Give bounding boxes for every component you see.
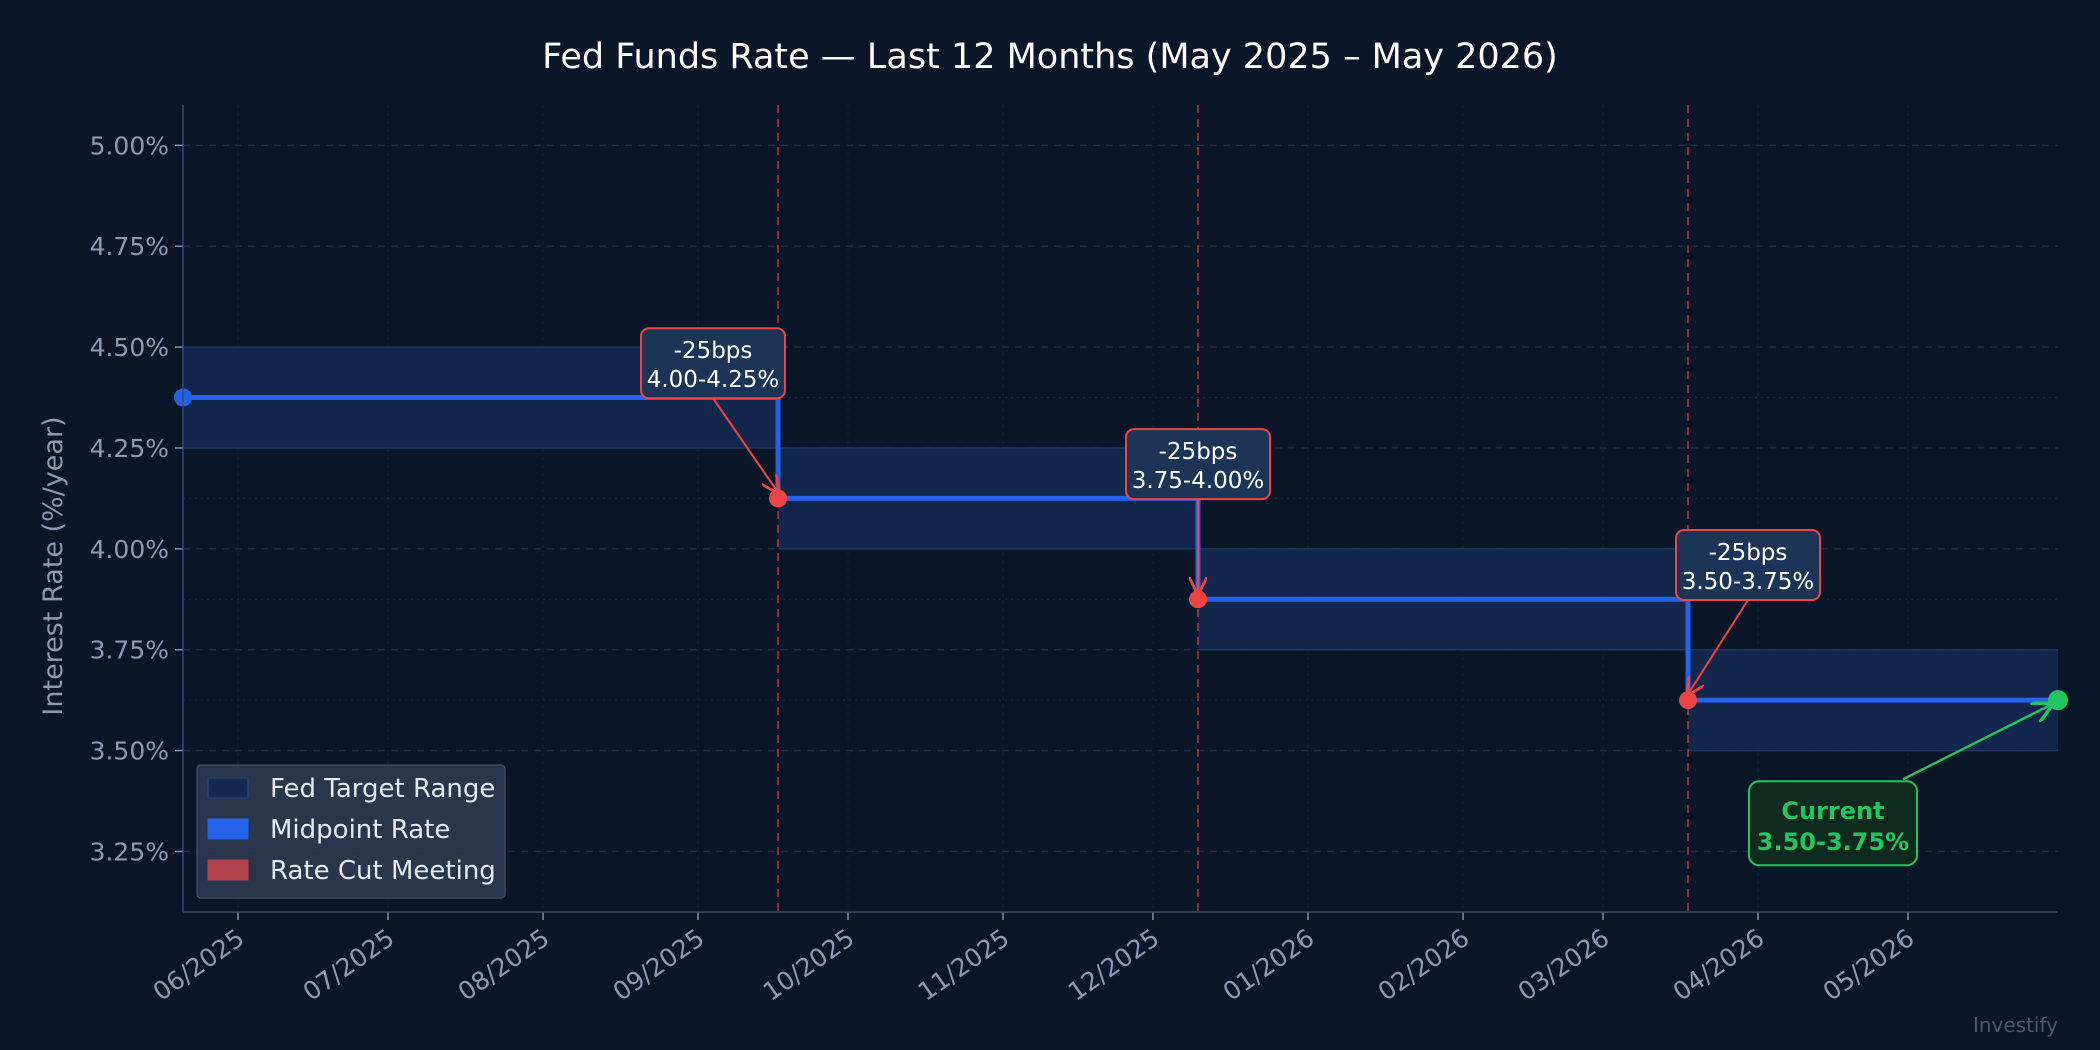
annotation-arrow: [712, 397, 778, 492]
annotation-arrow: [1688, 599, 1749, 694]
y-tick-label: 4.00%: [90, 535, 169, 564]
x-tick-label: 09/2025: [608, 923, 710, 1006]
current-arrow: [1902, 704, 2052, 781]
x-tick-label: 12/2025: [1063, 923, 1165, 1006]
current-point: [2048, 690, 2068, 711]
legend-label: Rate Cut Meeting: [270, 856, 496, 886]
current-box: [1748, 780, 1918, 867]
x-tick-label: 11/2025: [913, 923, 1015, 1006]
watermark: Investify: [1973, 1013, 2058, 1037]
annotation-change-label: -25bps: [1159, 439, 1238, 465]
annotation-change-label: -25bps: [1709, 540, 1788, 566]
y-tick-label: 3.75%: [90, 636, 169, 665]
rate-cut-point: [1189, 590, 1207, 609]
current-label: Current: [1781, 797, 1884, 825]
x-tick-label: 01/2026: [1218, 923, 1320, 1006]
annotation-box: [1125, 428, 1271, 501]
x-tick-label: 03/2026: [1513, 923, 1615, 1006]
current-range-label: 3.50-3.75%: [1757, 828, 1909, 856]
annotation-range-label: 4.00-4.25%: [647, 367, 780, 393]
x-tick-label: 10/2025: [758, 923, 860, 1006]
rate-cut-lines-layer: [777, 105, 1689, 912]
legend-label: Midpoint Rate: [270, 815, 450, 845]
y-tick-label: 3.25%: [90, 837, 169, 866]
annotation-box: [1675, 528, 1821, 601]
legend-swatch-rate-cut: [207, 859, 249, 881]
annotation-range-label: 3.75-4.00%: [1132, 468, 1265, 494]
x-tick-label: 06/2025: [148, 923, 250, 1006]
y-tick-label: 3.50%: [90, 737, 169, 766]
x-tick-label: 05/2026: [1818, 923, 1920, 1006]
x-tick-label: 04/2026: [1668, 923, 1770, 1006]
y-tick-label: 5.00%: [90, 131, 169, 160]
legend: Fed Target Range Midpoint Rate Rate Cut Me…: [196, 764, 506, 899]
x-tick-label: 08/2025: [453, 923, 555, 1006]
legend-swatch-target-range: [207, 777, 249, 799]
y-axis-title: Interest Rate (%/year): [38, 416, 69, 715]
annotation-range-label: 3.50-3.75%: [1682, 569, 1815, 595]
x-tick-label: 02/2026: [1373, 923, 1475, 1006]
annotation-box: [640, 327, 786, 400]
legend-box: [196, 764, 506, 899]
chart-title: Fed Funds Rate — Last 12 Months (May 202…: [542, 37, 1558, 77]
rate-cut-point: [1679, 691, 1697, 710]
legend-swatch-midpoint: [207, 818, 249, 840]
x-tick-label: 07/2025: [298, 923, 400, 1006]
rate-cut-point: [769, 489, 787, 508]
y-tick-label: 4.25%: [90, 434, 169, 463]
annotation-change-label: -25bps: [674, 338, 753, 364]
legend-label: Fed Target Range: [270, 774, 495, 804]
annotation-layer: -25bps 4.00-4.25% -25bps 3.75-4.00% -25bps 3.…: [640, 327, 2068, 867]
y-tick-label: 4.75%: [90, 232, 169, 261]
y-tick-label: 4.50%: [90, 333, 169, 362]
